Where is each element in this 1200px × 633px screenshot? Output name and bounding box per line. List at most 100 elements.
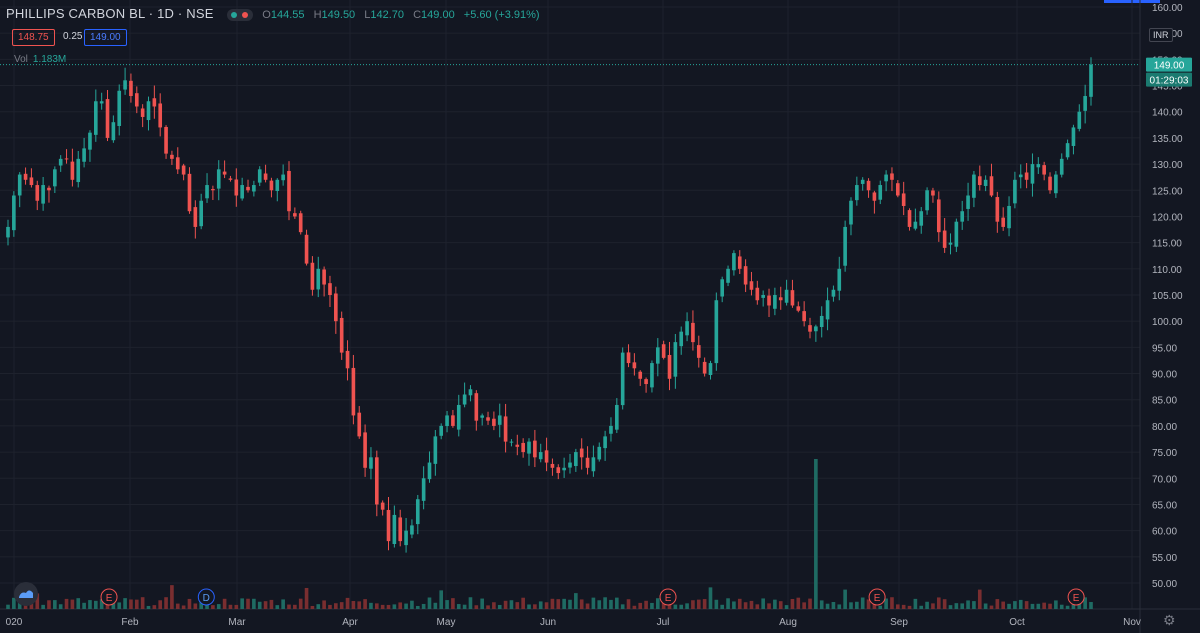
candle-body bbox=[228, 178, 233, 180]
x-tick-label: Jul bbox=[657, 617, 670, 628]
candle-body bbox=[187, 173, 192, 212]
candle-body bbox=[977, 176, 982, 186]
candle-body bbox=[591, 457, 596, 472]
candle-body bbox=[673, 342, 678, 377]
candle-body bbox=[808, 325, 812, 332]
volume-bar bbox=[778, 601, 783, 609]
tradingview-logo-icon[interactable] bbox=[14, 582, 38, 606]
candle-body bbox=[732, 253, 736, 271]
candle-body bbox=[620, 352, 625, 406]
volume-bar bbox=[421, 603, 426, 609]
candle-body bbox=[216, 169, 221, 189]
candle-body bbox=[497, 415, 502, 425]
volume-bar bbox=[351, 601, 356, 609]
candle-body bbox=[896, 183, 900, 196]
volume-bar bbox=[345, 597, 350, 609]
volume-bar bbox=[989, 605, 994, 609]
candle-body bbox=[696, 345, 701, 358]
candle-body bbox=[538, 452, 543, 460]
candle-body bbox=[1083, 96, 1087, 111]
volume-bar bbox=[363, 599, 367, 609]
y-tick-label: 90.00 bbox=[1152, 370, 1177, 381]
volume-bar bbox=[597, 600, 602, 609]
candle-body bbox=[257, 169, 262, 183]
candle-body bbox=[322, 269, 326, 285]
volume-bar bbox=[550, 598, 555, 609]
volume-bar bbox=[275, 605, 280, 609]
volume-bar bbox=[509, 600, 514, 609]
currency-label[interactable]: INR bbox=[1149, 28, 1173, 42]
candle-body bbox=[439, 425, 444, 436]
volume-bar bbox=[234, 604, 239, 609]
candle-body bbox=[544, 450, 549, 463]
volume-bar bbox=[860, 597, 865, 609]
candle-body bbox=[386, 509, 391, 542]
volume-bar bbox=[1048, 603, 1052, 609]
event-marker-icon bbox=[100, 588, 118, 606]
volume-bar bbox=[685, 603, 689, 609]
volume-bar bbox=[316, 604, 321, 609]
candle-body bbox=[954, 221, 959, 247]
candle-body bbox=[679, 331, 684, 347]
volume-bar bbox=[919, 605, 924, 609]
volume-bar bbox=[322, 600, 326, 609]
volume-bar bbox=[995, 599, 1000, 609]
volume-bar bbox=[129, 599, 133, 609]
candle-body bbox=[626, 352, 631, 364]
candle-body bbox=[58, 158, 63, 166]
candle-body bbox=[234, 179, 239, 196]
y-tick-label: 120.00 bbox=[1152, 212, 1183, 223]
volume-bar bbox=[673, 604, 678, 609]
volume-bar bbox=[784, 605, 789, 609]
volume-bar bbox=[222, 598, 227, 609]
candle-body bbox=[1001, 217, 1006, 227]
volume-bar bbox=[544, 602, 549, 609]
event-marker-icon bbox=[1067, 588, 1085, 606]
volume-bar bbox=[117, 602, 122, 609]
volume-bar bbox=[579, 599, 584, 609]
sell-price-button[interactable]: 148.75 bbox=[12, 29, 55, 46]
volume-bar bbox=[866, 599, 871, 609]
candle-body bbox=[445, 415, 449, 427]
candle-body bbox=[468, 389, 473, 396]
volume-bar bbox=[445, 600, 449, 609]
volume-bar bbox=[527, 604, 531, 609]
y-tick-label: 50.00 bbox=[1152, 579, 1177, 590]
volume-bar bbox=[896, 604, 900, 609]
volume-bar bbox=[737, 598, 742, 609]
y-tick-label: 160.00 bbox=[1152, 3, 1183, 14]
volume-bar bbox=[679, 604, 684, 609]
volume-bar bbox=[814, 459, 818, 609]
settings-gear-icon[interactable]: ⚙ bbox=[1163, 612, 1176, 628]
volume-bar bbox=[140, 597, 145, 609]
volume-bar bbox=[767, 603, 771, 609]
volume-bar bbox=[328, 604, 332, 609]
event-marker-label: E bbox=[665, 593, 672, 604]
y-tick-label: 145.00 bbox=[1152, 82, 1183, 93]
market-status-icon[interactable] bbox=[226, 8, 253, 21]
volume-bar bbox=[281, 599, 285, 609]
candle-body bbox=[527, 441, 531, 454]
y-tick-label: 135.00 bbox=[1152, 134, 1183, 145]
candle-body bbox=[152, 98, 157, 107]
volume-bar bbox=[93, 600, 98, 609]
candle-body bbox=[6, 226, 10, 238]
y-tick-label: 80.00 bbox=[1152, 422, 1177, 433]
y-tick-label: 130.00 bbox=[1152, 160, 1183, 171]
volume-bar bbox=[64, 598, 69, 609]
candle-body bbox=[574, 452, 578, 467]
candle-body bbox=[913, 221, 918, 229]
candle-body bbox=[181, 165, 186, 175]
buy-price-button[interactable]: 149.00 bbox=[84, 29, 127, 46]
volume-bar bbox=[152, 605, 157, 609]
candle-body bbox=[509, 441, 514, 443]
volume-bar bbox=[603, 597, 607, 609]
candle-body bbox=[281, 174, 285, 181]
candle-body bbox=[632, 362, 637, 369]
y-tick-label: 60.00 bbox=[1152, 527, 1177, 538]
candle-body bbox=[597, 446, 602, 460]
symbol-title[interactable]: PHILLIPS CARBON BL · 1D · NSE bbox=[6, 6, 214, 21]
y-tick-label: 85.00 bbox=[1152, 396, 1177, 407]
spread-value: 0.25 bbox=[63, 31, 83, 42]
